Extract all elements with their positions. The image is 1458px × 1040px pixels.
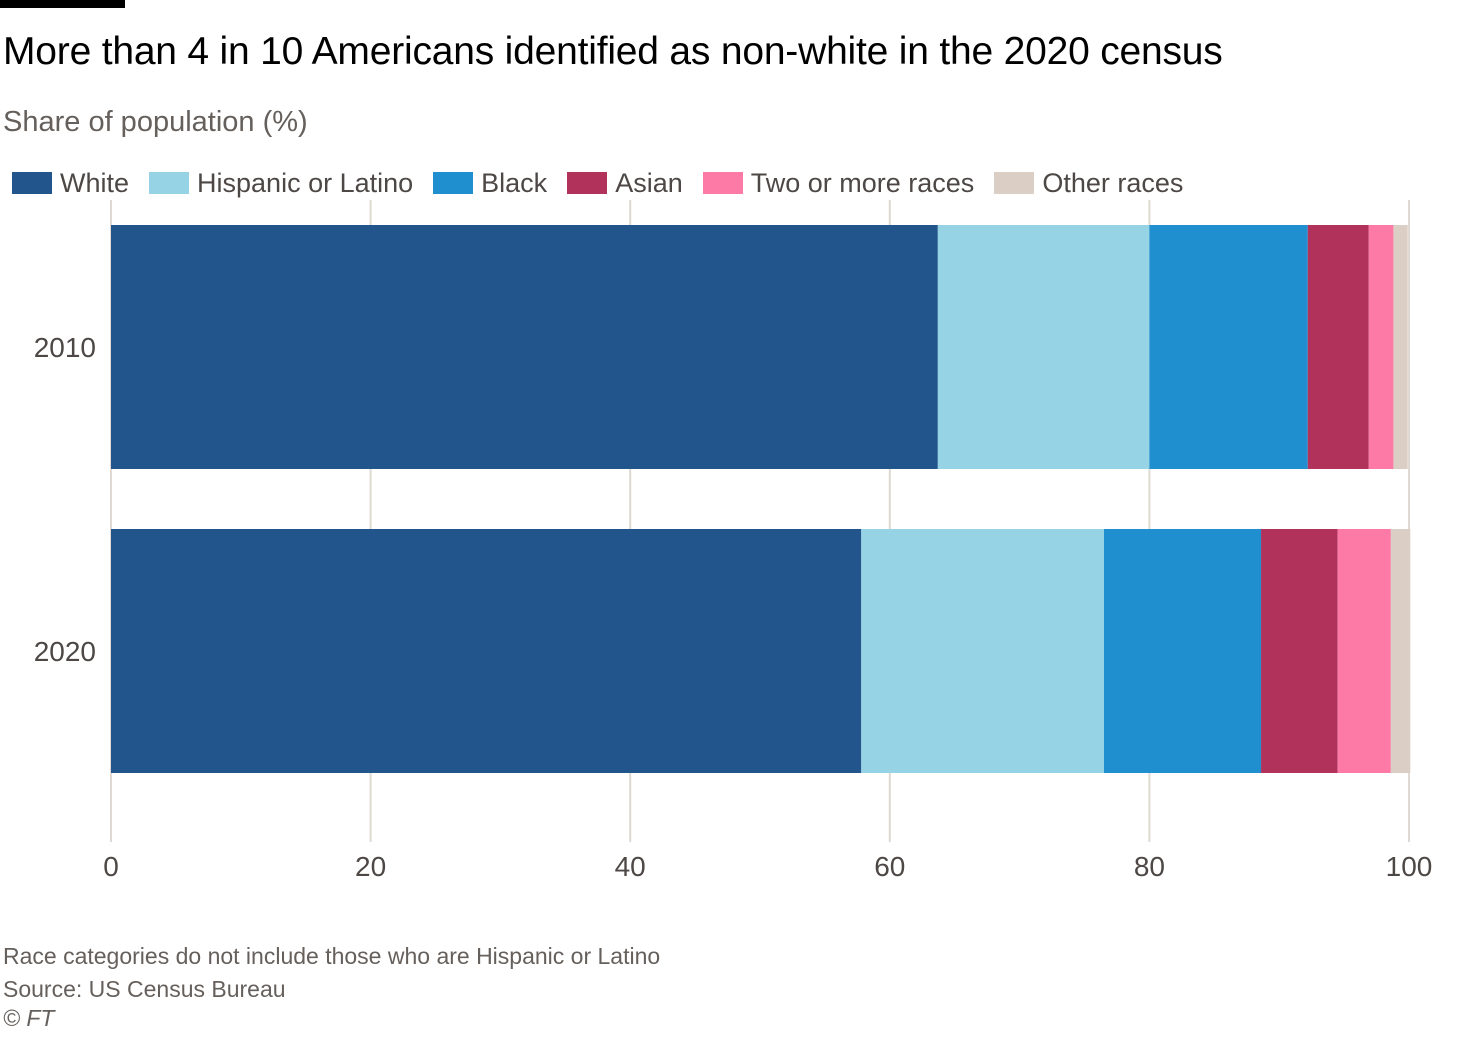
- legend-swatch-black: [433, 172, 474, 194]
- bar-2010-black: [1149, 225, 1308, 469]
- chart-title: More than 4 in 10 Americans identified a…: [3, 30, 1223, 73]
- bar-2020-hispanic-or-latino: [861, 529, 1104, 773]
- legend-item-black: Black: [433, 167, 547, 199]
- x-tick-label-100: 100: [1386, 851, 1433, 882]
- x-tick-label-80: 80: [1134, 851, 1165, 882]
- bar-2010-two-or-more-races: [1368, 225, 1394, 469]
- x-tick-label-20: 20: [355, 851, 386, 882]
- chart-copyright: © FT: [3, 1005, 55, 1031]
- legend-label-hispanic: Hispanic or Latino: [197, 168, 414, 198]
- bar-2020-two-or-more-races: [1337, 529, 1391, 773]
- legend-label-other: Other races: [1042, 168, 1184, 198]
- legend-label-black: Black: [481, 168, 548, 198]
- bar-2010-hispanic-or-latino: [937, 225, 1150, 469]
- chart-source: Source: US Census Bureau: [3, 976, 286, 1002]
- legend-item-asian: Asian: [567, 167, 683, 199]
- y-tick-label-2020: 2020: [34, 636, 96, 667]
- bar-2010-other-races: [1393, 225, 1408, 469]
- chart-legend: White Hispanic or Latino Black Asian Two…: [12, 166, 1203, 200]
- bar-2020-black: [1103, 529, 1262, 773]
- x-tick-label-40: 40: [615, 851, 646, 882]
- legend-swatch-hispanic: [149, 172, 190, 194]
- x-tick-label-0: 0: [103, 851, 119, 882]
- bar-2010-asian: [1307, 225, 1369, 469]
- legend-label-asian: Asian: [615, 168, 683, 198]
- legend-item-two-or-more: Two or more races: [702, 167, 975, 199]
- brand-bar: [0, 0, 125, 8]
- bar-2020-other-races: [1390, 529, 1411, 773]
- bar-2020-asian: [1261, 529, 1338, 773]
- legend-item-white: White: [12, 167, 129, 199]
- legend-swatch-other: [994, 172, 1035, 194]
- legend-label-white: White: [60, 168, 130, 198]
- legend-swatch-asian: [567, 172, 608, 194]
- bar-2020-white: [111, 529, 862, 773]
- legend-label-two-or-more: Two or more races: [750, 168, 975, 198]
- y-tick-label-2010: 2010: [34, 332, 96, 363]
- legend-swatch-two-or-more: [702, 172, 743, 194]
- bar-2010-white: [111, 225, 938, 469]
- chart-subtitle: Share of population (%): [3, 106, 308, 138]
- legend-item-hispanic: Hispanic or Latino: [149, 167, 413, 199]
- legend-item-other: Other races: [994, 167, 1183, 199]
- legend-swatch-white: [12, 172, 52, 194]
- chart-note: Race categories do not include those who…: [3, 943, 661, 969]
- x-tick-label-60: 60: [874, 851, 905, 882]
